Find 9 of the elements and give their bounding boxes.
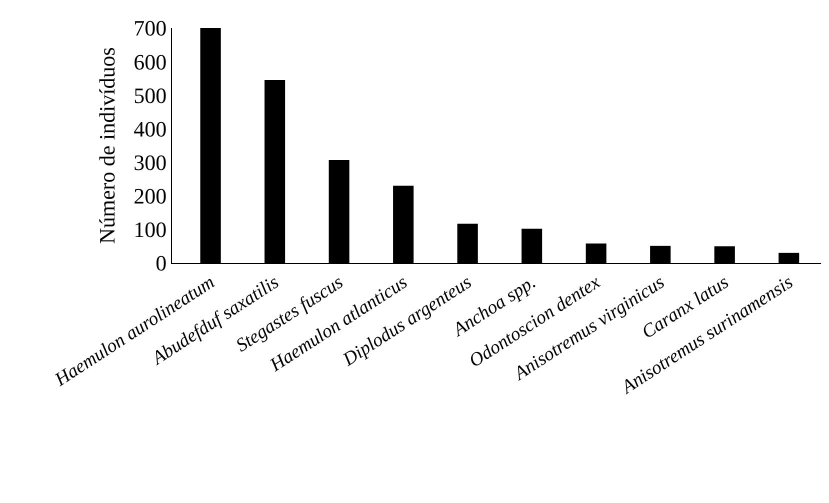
y-tick-label: 600 (134, 49, 167, 74)
y-tick-label: 0 (156, 250, 167, 276)
y-axis-title: Número de indivíduos (94, 47, 120, 244)
y-tick-label: 100 (134, 217, 167, 242)
y-tick-label: 200 (134, 184, 167, 209)
y-tick-label: 400 (134, 116, 167, 142)
y-tick-label: 700 (134, 16, 167, 41)
y-tick-label: 300 (134, 150, 167, 175)
y-tick-label: 500 (134, 82, 167, 108)
